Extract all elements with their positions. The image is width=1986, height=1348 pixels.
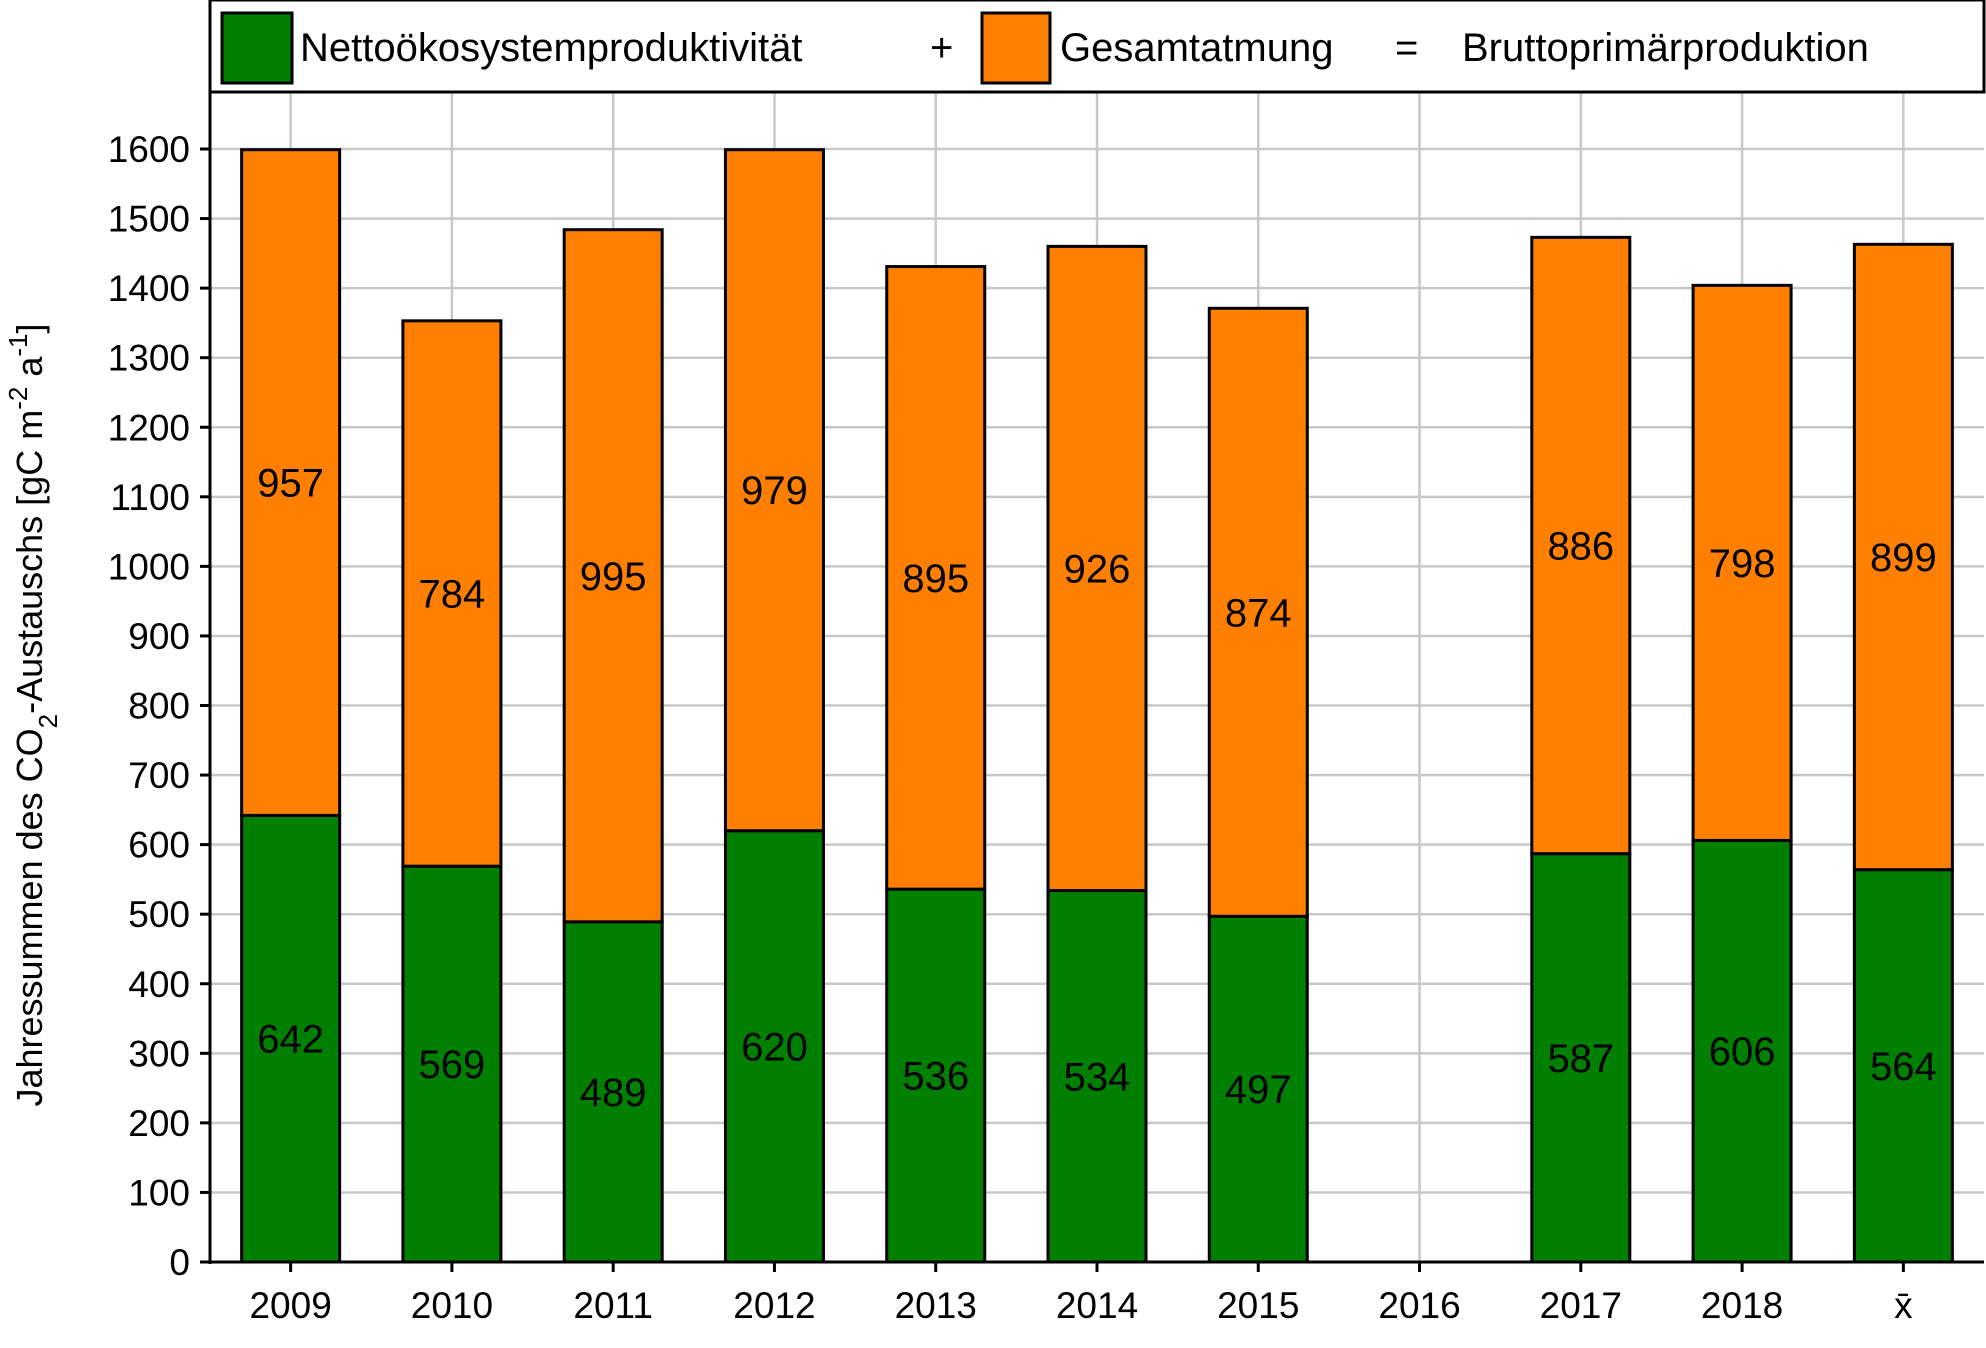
data-label-nep: 606 xyxy=(1709,1030,1776,1074)
legend-plus: + xyxy=(930,26,953,70)
bar-segment-nep xyxy=(885,887,987,1264)
data-label-respiration: 798 xyxy=(1709,542,1776,586)
data-label-respiration: 979 xyxy=(741,469,808,513)
x-tick-label: x̄ xyxy=(1894,1285,1913,1326)
x-tick-label: 2014 xyxy=(1056,1285,1138,1326)
y-tick-label: 900 xyxy=(128,616,190,657)
x-tick-label: 2015 xyxy=(1217,1285,1299,1326)
data-label-nep: 587 xyxy=(1547,1037,1614,1081)
bar-segment-nep xyxy=(562,920,664,1264)
y-tick-label: 1300 xyxy=(108,338,190,379)
bar-segment-respiration xyxy=(401,319,503,868)
y-tick-label: 400 xyxy=(128,964,190,1005)
bar-segment-respiration xyxy=(240,148,342,817)
bar-segment-respiration xyxy=(1852,242,1954,872)
data-label-nep: 620 xyxy=(741,1025,808,1069)
legend-box xyxy=(208,0,1986,94)
data-label-respiration: 899 xyxy=(1870,536,1937,580)
y-tick-label: 800 xyxy=(128,686,190,727)
bar-segment-nep xyxy=(723,829,825,1264)
bars xyxy=(240,148,1954,1264)
bar-segment-nep xyxy=(401,864,503,1264)
data-label-nep: 489 xyxy=(580,1071,647,1115)
legend: Nettoökosystemproduktivität + Gesamtatmu… xyxy=(208,0,1986,94)
legend-swatch-nep xyxy=(220,11,294,85)
legend-label-nep: Nettoökosystemproduktivität xyxy=(300,26,802,70)
y-tick-label: 600 xyxy=(128,825,190,866)
data-labels: 642 957 569 784 489 995 620 979 536 895 534 926 497 8… xyxy=(257,462,1936,1115)
legend-swatch-resp xyxy=(980,11,1052,85)
x-tick-label: 2017 xyxy=(1540,1285,1622,1326)
y-tick-label: 500 xyxy=(128,894,190,935)
data-label-respiration: 874 xyxy=(1225,591,1292,635)
bar-segment-nep xyxy=(240,813,342,1264)
y-tick-label: 300 xyxy=(128,1033,190,1074)
x-tick-label: 2010 xyxy=(411,1285,493,1326)
x-tick-label: 2016 xyxy=(1378,1285,1460,1326)
y-axis-title: Jahressummen des CO2-Austauschs [gC m-2 … xyxy=(3,323,63,1106)
data-label-respiration: 886 xyxy=(1547,525,1614,569)
data-label-nep: 642 xyxy=(257,1018,324,1062)
x-tick-label: 2018 xyxy=(1701,1285,1783,1326)
y-tick-label: 1000 xyxy=(108,546,190,587)
x-tick-label: 2012 xyxy=(733,1285,815,1326)
y-tick-label: 1500 xyxy=(108,199,190,240)
axes: 0 100 200 300 400 500 600 700 800 900 1000 1100 1200… xyxy=(108,92,1984,1326)
x-tick-label: 2009 xyxy=(249,1285,331,1326)
y-tick-label: 200 xyxy=(128,1103,190,1144)
bar-segment-nep xyxy=(1207,914,1309,1264)
y-tick-label: 1400 xyxy=(108,268,190,309)
x-tick-label: 2013 xyxy=(895,1285,977,1326)
data-label-respiration: 995 xyxy=(580,555,647,599)
bar-segment-respiration xyxy=(885,265,987,891)
data-label-respiration: 784 xyxy=(419,573,486,617)
bar-segment-respiration xyxy=(723,148,825,833)
data-label-nep: 497 xyxy=(1225,1068,1292,1112)
bar-segment-respiration xyxy=(1046,244,1148,893)
bar-segment-respiration xyxy=(1530,235,1632,856)
data-label-nep: 569 xyxy=(419,1043,486,1087)
x-tick-label: 2011 xyxy=(573,1285,653,1326)
data-label-respiration: 895 xyxy=(902,557,969,601)
bar-segment-respiration xyxy=(1691,283,1793,842)
data-label-nep: 536 xyxy=(902,1055,969,1099)
legend-equals: = xyxy=(1395,26,1418,70)
bar-segment-respiration xyxy=(1207,306,1309,918)
legend-label-resp: Gesamtatmung xyxy=(1060,26,1333,70)
y-tick-label: 700 xyxy=(128,755,190,796)
y-tick-label: 1200 xyxy=(108,407,190,448)
y-tick-label: 100 xyxy=(128,1172,190,1213)
y-tick-label: 1600 xyxy=(108,129,190,170)
legend-label-gpp: Bruttoprimärproduktion xyxy=(1462,26,1869,70)
data-label-respiration: 926 xyxy=(1064,547,1131,591)
data-label-nep: 564 xyxy=(1870,1045,1937,1089)
y-tick-label: 1100 xyxy=(110,477,190,518)
data-label-nep: 534 xyxy=(1064,1055,1131,1099)
y-tick-label: 0 xyxy=(169,1242,190,1283)
data-label-respiration: 957 xyxy=(257,462,324,506)
bar-segment-respiration xyxy=(562,228,664,924)
